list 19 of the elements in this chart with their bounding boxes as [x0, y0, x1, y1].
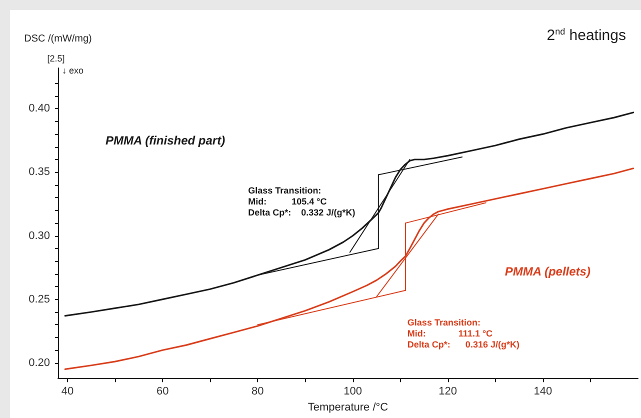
annotation: Glass Transition: Mid: 111.1 °C Delta Cp*: 0.316 J/(g*K) [407, 318, 520, 350]
text: PMMA (pellets) [504, 264, 590, 278]
x-tick-label: 140 [534, 386, 552, 398]
text: PMMA (finished part) [106, 133, 226, 148]
annotation: ↓ exo [62, 66, 84, 76]
y-tick-label: 0.35 [28, 166, 50, 178]
x-axis-title: Temperature /°C [308, 402, 388, 414]
y-tick-label: 0.20 [28, 356, 50, 369]
text: [2.5] [47, 54, 65, 64]
x-tick-label: 80 [252, 386, 264, 398]
y-tick-label: 0.40 [28, 102, 50, 115]
x-tick-label: 100 [344, 386, 362, 398]
x-tick-label: 60 [156, 386, 169, 398]
annotation: Glass Transition: Mid: 105.4 °C Delta Cp*: 0.332 J/(g*K) [248, 185, 356, 218]
y-tick-label: 0.25 [28, 293, 50, 306]
x-tick-label: 120 [438, 386, 458, 398]
y-tick-label: 0.30 [28, 230, 50, 242]
y-axis-title: DSC /(mW/mg) [24, 34, 92, 44]
x-tick-label: 40 [61, 386, 74, 398]
